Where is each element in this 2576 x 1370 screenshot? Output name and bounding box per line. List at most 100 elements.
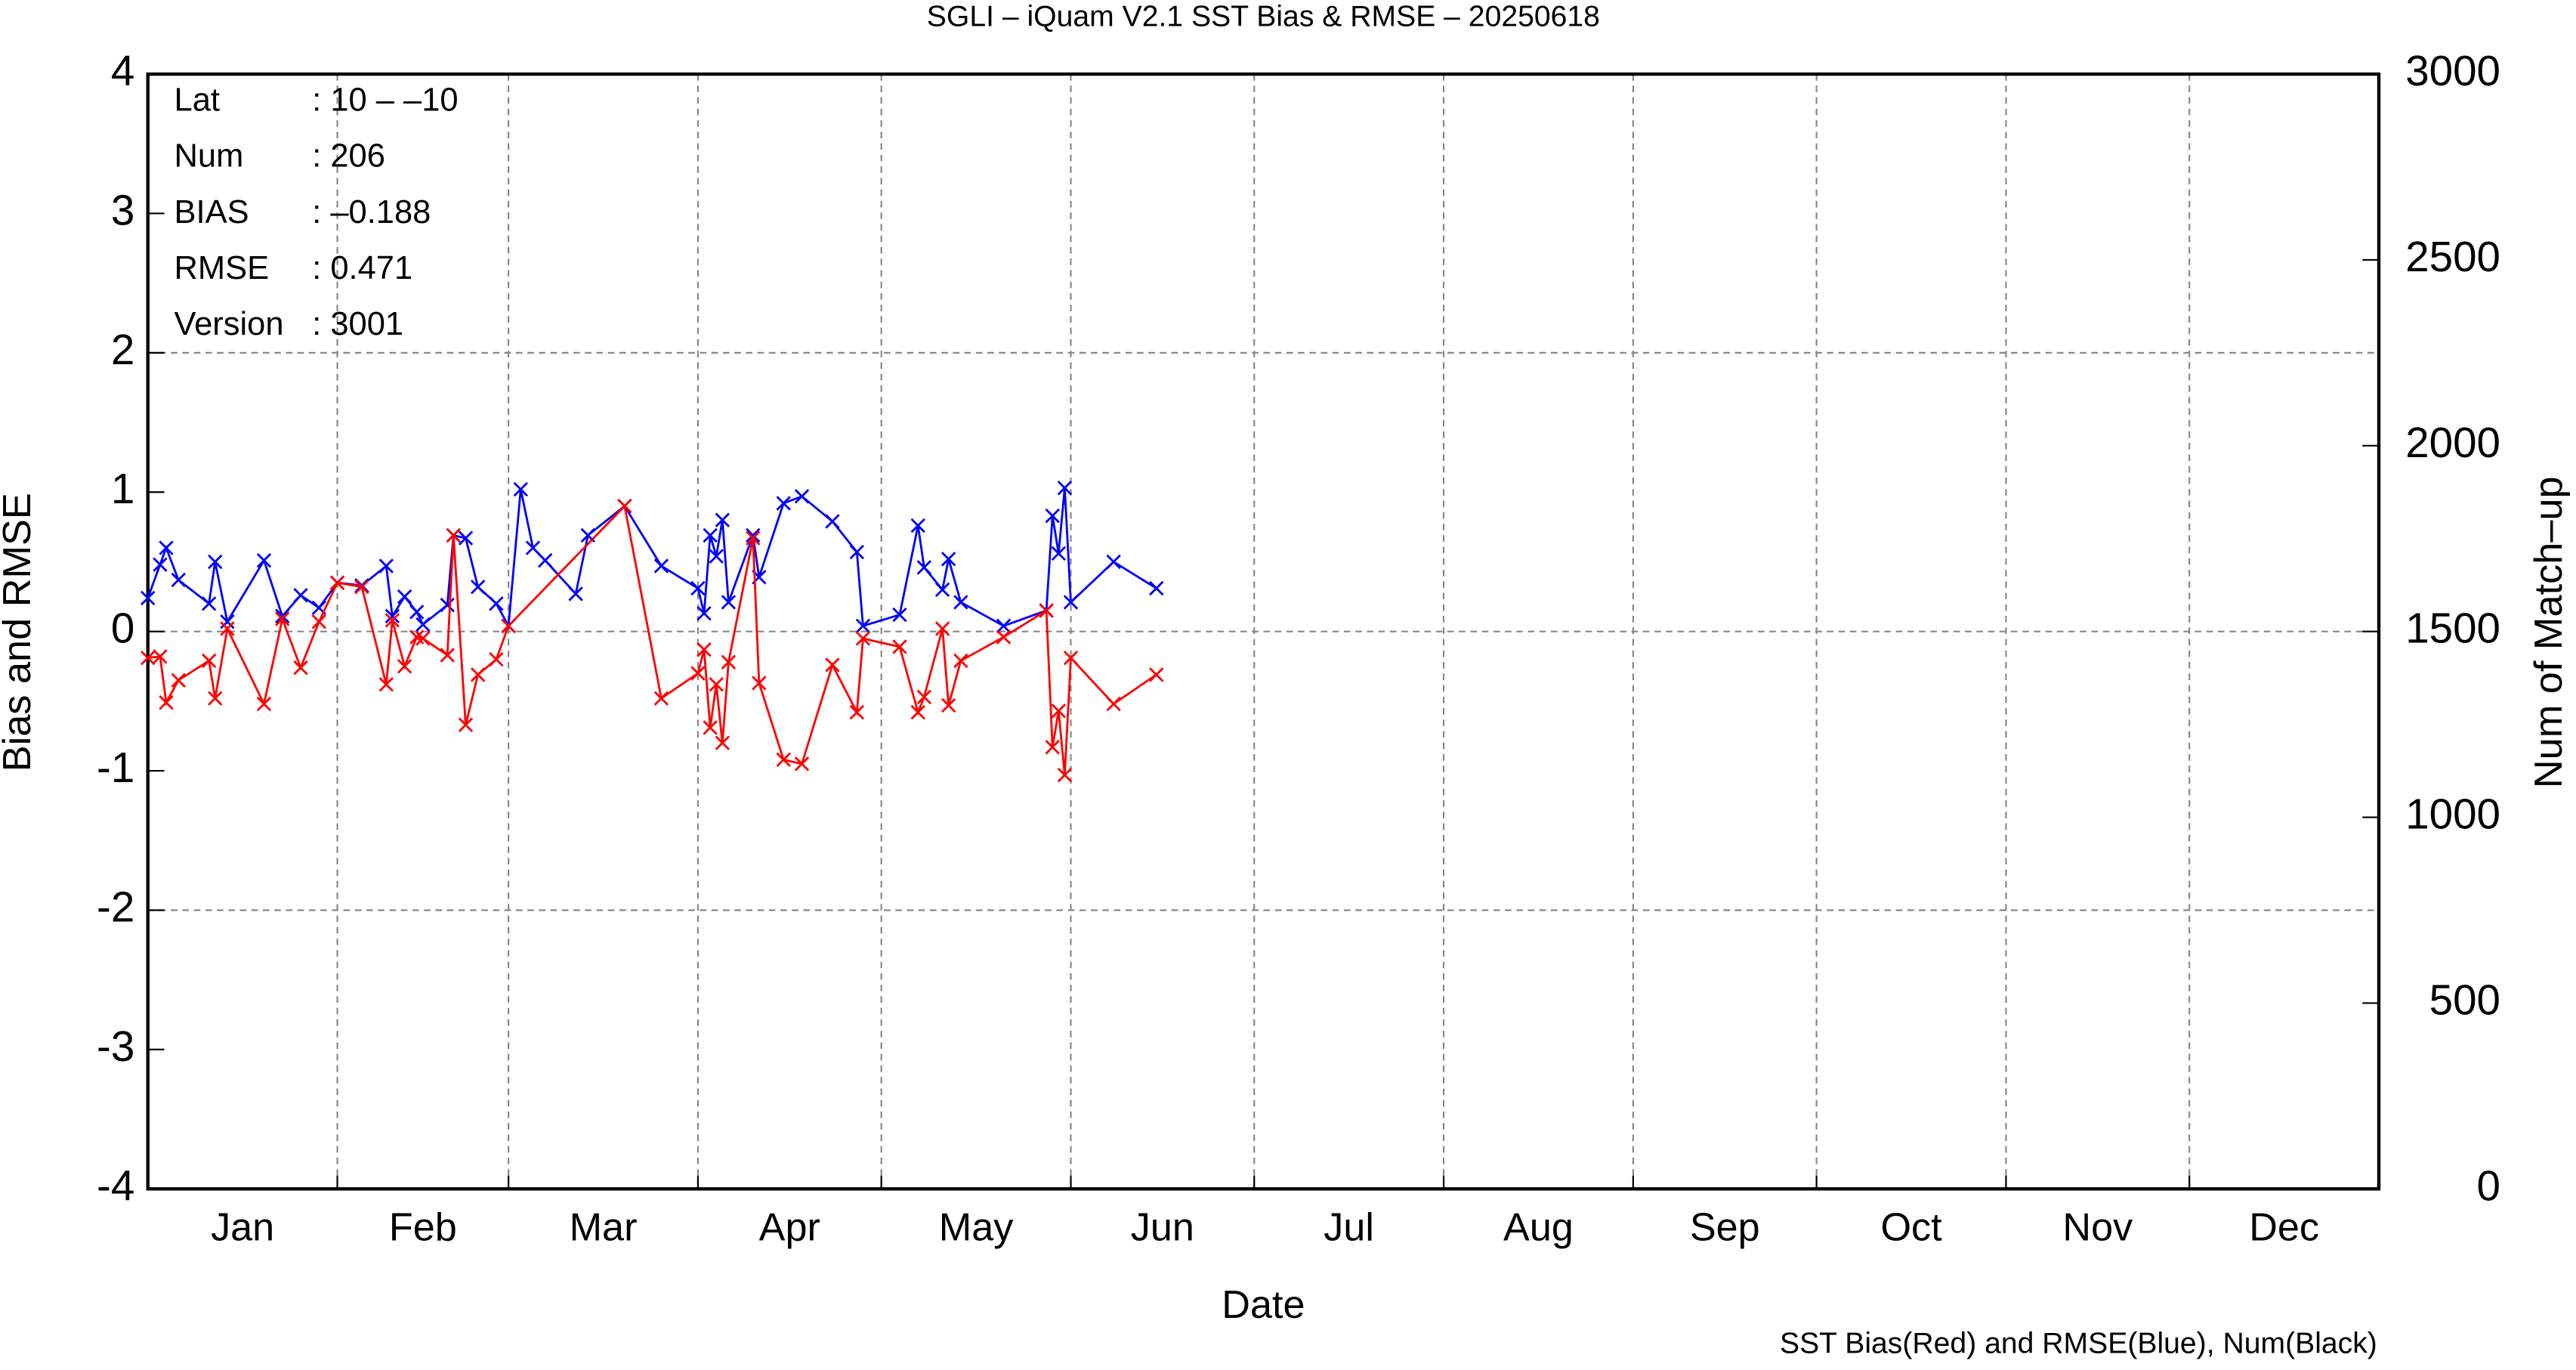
x-tick-label: Mar — [570, 1206, 638, 1250]
info-value: : –0.188 — [312, 194, 431, 230]
data-point — [996, 618, 1012, 634]
data-point — [385, 608, 400, 624]
data-point — [440, 597, 455, 613]
data-point — [1149, 580, 1164, 596]
x-tick-label: Aug — [1503, 1206, 1574, 1250]
data-point — [996, 629, 1012, 645]
data-point — [934, 621, 950, 636]
y2-tick-label: 500 — [2429, 976, 2500, 1023]
data-point — [1149, 667, 1164, 682]
data-point — [397, 659, 412, 674]
data-point — [776, 752, 791, 768]
data-point — [721, 595, 737, 610]
y-tick-label: -3 — [97, 1022, 134, 1070]
x-tick-label: Nov — [2062, 1206, 2133, 1250]
data-point — [293, 660, 308, 676]
y2-tick-label: 2500 — [2405, 233, 2500, 280]
data-point — [256, 552, 272, 568]
y2-axis-label: Num of Match–up — [2527, 476, 2571, 788]
data-point — [934, 582, 950, 598]
data-point — [1039, 603, 1054, 618]
info-key: Version — [175, 306, 284, 342]
x-tick-label: Jan — [211, 1206, 274, 1250]
data-point — [159, 540, 174, 555]
data-point — [489, 651, 504, 667]
data-point — [941, 697, 956, 713]
data-point — [892, 639, 907, 654]
x-tick-label: Jun — [1131, 1206, 1194, 1250]
chart-title: SGLI – iQuam V2.1 SST Bias & RMSE – 2025… — [927, 0, 1600, 32]
y-tick-label: 2 — [111, 326, 134, 373]
data-point — [1045, 508, 1060, 524]
data-point — [159, 695, 174, 710]
data-point — [458, 530, 474, 546]
data-point — [568, 586, 583, 602]
y2-tick-label: 0 — [2477, 1161, 2500, 1209]
data-point — [201, 596, 217, 611]
data-point — [690, 580, 706, 596]
data-point — [849, 544, 865, 560]
x-tick-label: Dec — [2249, 1206, 2319, 1250]
data-point — [378, 677, 394, 692]
data-point — [953, 595, 968, 610]
info-key: Lat — [175, 82, 220, 119]
data-point — [1063, 650, 1079, 666]
data-point — [171, 673, 186, 688]
x-tick-label: May — [939, 1206, 1014, 1250]
data-point — [703, 720, 718, 735]
data-point — [537, 552, 553, 568]
data-point — [1106, 554, 1121, 570]
data-point — [746, 527, 761, 543]
data-point — [1057, 481, 1073, 496]
data-point — [776, 496, 791, 511]
data-point — [311, 614, 326, 629]
plot-frame — [146, 72, 2381, 1191]
data-point — [141, 590, 156, 606]
data-point — [201, 653, 217, 669]
data-point — [709, 549, 724, 564]
data-point — [385, 613, 400, 628]
series-line — [147, 487, 1157, 630]
data-point — [513, 481, 528, 497]
y-axis-label: Bias and RMSE — [0, 493, 39, 772]
y2-tick-label: 1000 — [2405, 790, 2500, 837]
data-point — [794, 756, 810, 772]
info-key: BIAS — [175, 194, 249, 230]
data-point — [470, 667, 486, 682]
data-point — [617, 498, 632, 514]
data-point — [715, 735, 730, 750]
y2-tick-label: 2000 — [2405, 419, 2500, 466]
data-point — [1045, 740, 1060, 755]
data-point — [916, 689, 932, 705]
data-point — [849, 704, 865, 720]
data-point — [855, 631, 871, 646]
data-point — [489, 596, 504, 611]
y-tick-label: -2 — [97, 883, 134, 930]
info-key: Num — [175, 138, 244, 175]
x-axis-label: Date — [1222, 1283, 1305, 1327]
series-line — [147, 503, 1157, 775]
data-point — [153, 649, 168, 664]
data-point — [409, 605, 425, 620]
data-point — [1057, 767, 1073, 783]
data-point — [470, 579, 486, 595]
data-point — [953, 653, 968, 669]
y-tick-label: 3 — [111, 186, 134, 233]
data-point — [153, 557, 168, 572]
data-point — [354, 579, 369, 595]
data-point — [794, 489, 810, 504]
data-point — [220, 621, 235, 636]
data-point — [697, 605, 712, 621]
data-point — [440, 648, 455, 663]
y2-tick-label: 1500 — [2405, 605, 2500, 652]
data-point — [446, 527, 461, 543]
data-point — [746, 530, 761, 546]
data-point — [709, 677, 724, 692]
x-tick-label: Oct — [1880, 1206, 1942, 1250]
data-point — [501, 618, 516, 634]
data-point — [220, 614, 235, 629]
data-point — [916, 560, 932, 575]
data-point — [653, 558, 669, 574]
data-point — [721, 654, 737, 670]
